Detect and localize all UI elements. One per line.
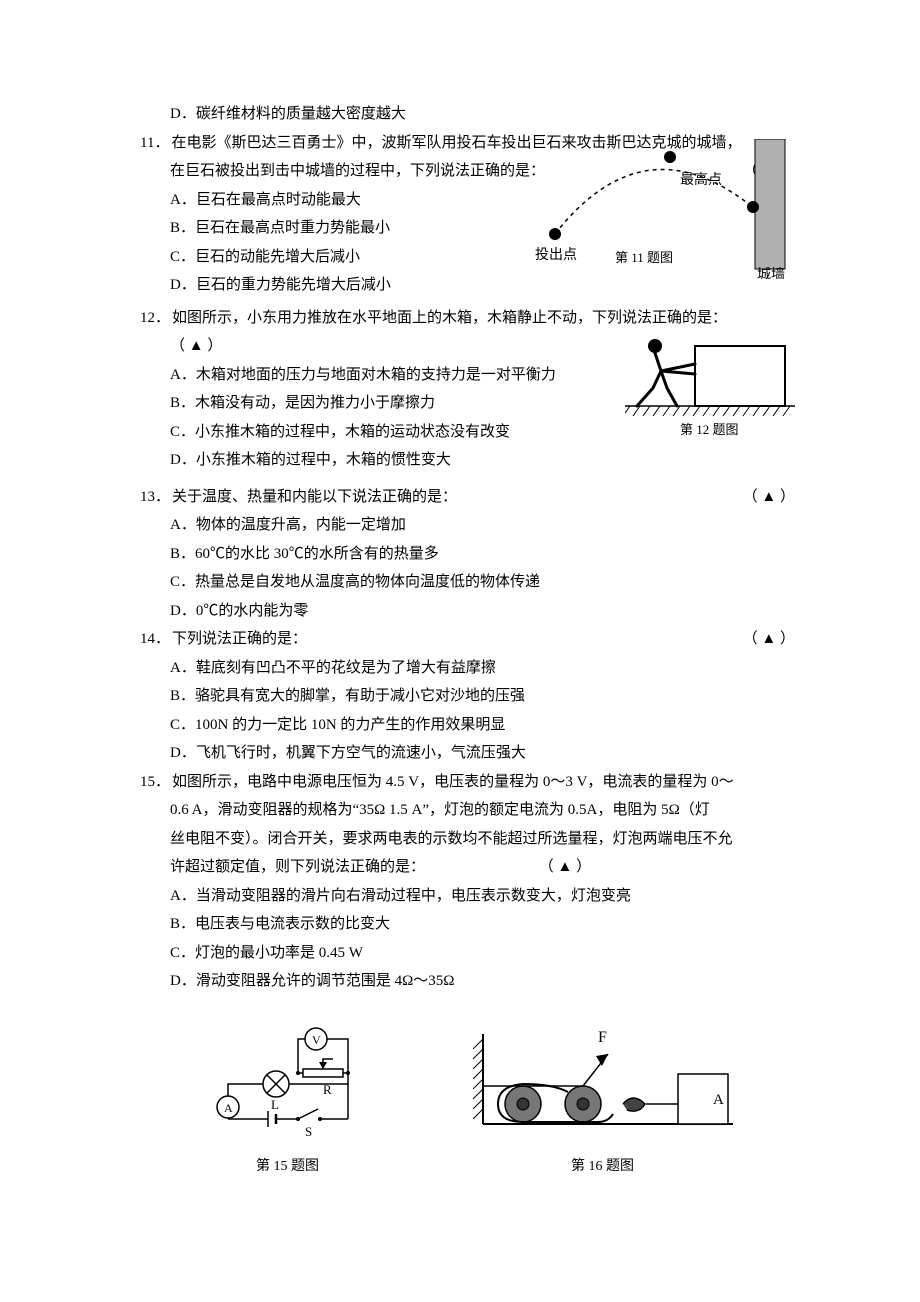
q16-caption: 第 16 题图 (571, 1154, 634, 1181)
q15-caption: 第 15 题图 (256, 1154, 319, 1181)
q15-c: C．灯泡的最小功率是 0.45 W (170, 939, 795, 968)
q15-b: B．电压表与电流表示数的比变大 (170, 910, 795, 939)
q11-figure: 投出点 最高点 城墙 第 11 题图 (505, 139, 805, 290)
question-13: 13． 关于温度、热量和内能以下说法正确的是： （ ▲ ） A．物体的温度升高，… (140, 483, 795, 626)
q13-d: D．0℃的水内能为零 (170, 597, 795, 626)
question-12: 12． 如图所示，小东用力推放在水平地面上的木箱，木箱静止不动，下列说法正确的是… (140, 304, 795, 475)
q14-d: D．飞机飞行时，机翼下方空气的流速小，气流压强大 (170, 739, 795, 768)
q14-b: B．骆驼具有宽大的脚掌，有助于减小它对沙地的压强 (170, 682, 795, 711)
question-14: 14． 下列说法正确的是： （ ▲ ） A．鞋底刻有凹凸不平的花纹是为了增大有益… (140, 625, 795, 768)
q13-stem: 关于温度、热量和内能以下说法正确的是： (172, 489, 457, 505)
q15-stem3: 丝电阻不变）。闭合开关，要求两电表的示数均不能超过所选量程，灯泡两端电压不允 (170, 825, 795, 854)
q15-answer-blank: （ ▲ ） (539, 859, 591, 875)
q14-stem: 下列说法正确的是： (172, 631, 307, 647)
q11-peak-label: 最高点 (680, 171, 722, 188)
q15-circuit-figure: A V L R S (198, 1014, 378, 1144)
q14-answer-blank: （ ▲ ） (743, 625, 795, 654)
q11-caption: 第 11 题图 (615, 250, 673, 265)
question-11: 11． 在电影《斯巴达三百勇士》中，波斯军队用投石车投出巨石来攻击斯巴达克城的城… (140, 129, 795, 300)
q15-d: D．滑动变阻器允许的调节范围是 4Ω～35Ω (170, 967, 795, 996)
q11-wall-label: 城墙 (757, 267, 785, 279)
q14-c: C．100N 的力一定比 10N 的力产生的作用效果明显 (170, 711, 795, 740)
voltmeter-label: V (312, 1033, 321, 1047)
q12-answer-blank: （ ▲ ） (170, 338, 222, 354)
q13-number: 13． (140, 483, 170, 512)
q11-stem2: 在巨石被投出到击中城墙的过程中，下列说法正确的是： (170, 163, 545, 179)
q12-figure: 第 12 题图 (625, 326, 795, 452)
q15-number: 15． (140, 768, 170, 797)
q16-pulley-figure: F A (468, 1024, 738, 1144)
q14-number: 14． (140, 625, 170, 654)
q14-a: A．鞋底刻有凹凸不平的花纹是为了增大有益摩擦 (170, 654, 795, 683)
q15-stem1: 如图所示，电路中电源电压恒为 4.5 V，电压表的量程为 0～3 V，电流表的量… (172, 768, 795, 797)
figures-15-16: A V L R S 第 15 题图 (140, 1014, 795, 1181)
q10-option-d: D．碳纤维材料的质量越大密度越大 (140, 100, 795, 129)
force-label: F (598, 1029, 607, 1046)
lamp-label: L (271, 1097, 279, 1112)
q12-caption: 第 12 题图 (680, 422, 739, 437)
q10-d-text: D．碳纤维材料的质量越大密度越大 (170, 100, 795, 129)
rheostat-label: R (323, 1082, 332, 1097)
q13-b: B．60℃的水比 30℃的水所含有的热量多 (170, 540, 795, 569)
q15-stem4: 许超过额定值，则下列说法正确的是： (170, 859, 425, 875)
switch-label: S (305, 1124, 312, 1139)
q13-c: C．热量总是自发地从温度高的物体向温度低的物体传递 (170, 568, 795, 597)
ammeter-label: A (224, 1101, 233, 1115)
q13-answer-blank: （ ▲ ） (743, 483, 795, 512)
q13-a: A．物体的温度升高，内能一定增加 (170, 511, 795, 540)
q11-number: 11． (140, 129, 169, 158)
q15-stem2: 0.6 A，滑动变阻器的规格为“35Ω 1.5 A”，灯泡的额定电流为 0.5A… (170, 796, 795, 825)
q12-number: 12． (140, 304, 170, 333)
block-a-label: A (713, 1092, 724, 1108)
q11-launch-label: 投出点 (535, 247, 577, 263)
q15-a: A．当滑动变阻器的滑片向右滑动过程中，电压表示数变大，灯泡变亮 (170, 882, 795, 911)
question-15: 15． 如图所示，电路中电源电压恒为 4.5 V，电压表的量程为 0～3 V，电… (140, 768, 795, 996)
